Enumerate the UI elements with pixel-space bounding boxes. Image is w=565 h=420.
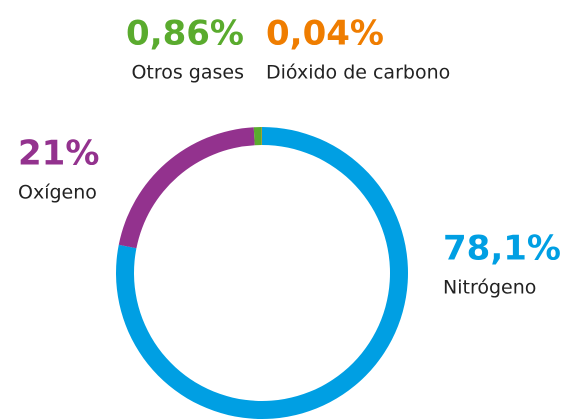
donut-segment [253, 127, 262, 146]
value-label: 0,04% [266, 14, 384, 54]
category-label: Nitrógeno [443, 277, 536, 299]
value-label: 78,1% [443, 229, 561, 269]
category-label: Oxígeno [18, 182, 97, 204]
value-label: 21% [18, 134, 99, 174]
category-label: Otros gases [131, 62, 244, 84]
category-label: Dióxido de carbono [266, 62, 450, 84]
value-label: 0,86% [126, 14, 244, 54]
donut-segment [118, 127, 255, 249]
